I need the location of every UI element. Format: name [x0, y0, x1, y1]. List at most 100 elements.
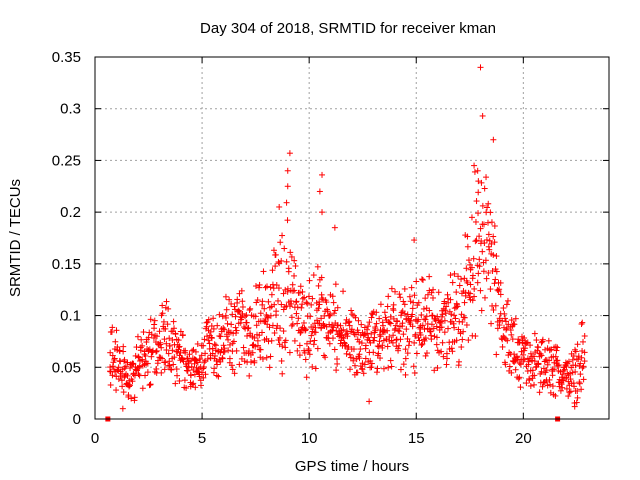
data-point [126, 381, 133, 388]
data-point [289, 281, 296, 288]
data-point [525, 358, 532, 365]
data-point [303, 374, 310, 381]
data-point [111, 356, 118, 363]
data-point [387, 357, 394, 364]
data-point [153, 333, 160, 340]
data-point [291, 337, 298, 344]
data-point [448, 311, 455, 318]
data-point [251, 335, 258, 342]
data-point [463, 265, 470, 272]
data-point [441, 317, 448, 324]
data-point [400, 331, 407, 338]
data-point [299, 295, 306, 302]
data-point [151, 317, 158, 324]
data-point [279, 232, 286, 239]
x-tick-label: 20 [515, 430, 532, 447]
data-point [423, 350, 430, 357]
data-point [428, 289, 435, 296]
data-point [165, 305, 172, 312]
data-point [110, 366, 117, 373]
data-point [402, 371, 409, 378]
data-point [340, 288, 347, 295]
data-point [128, 395, 135, 402]
data-point [268, 291, 275, 298]
data-point [395, 327, 402, 334]
data-point [153, 347, 160, 354]
data-point [449, 348, 456, 355]
data-point [484, 204, 491, 211]
data-point [579, 348, 586, 355]
data-point [421, 326, 428, 333]
data-point [256, 284, 263, 291]
data-point [358, 340, 365, 347]
data-point [308, 301, 315, 308]
data-point [401, 310, 408, 317]
data-point [504, 337, 511, 344]
data-point [411, 369, 418, 376]
y-tick-label: 0.35 [52, 49, 81, 66]
data-point [223, 306, 230, 313]
data-point [147, 316, 154, 323]
data-point [485, 269, 492, 276]
data-point [203, 323, 210, 330]
y-axis-label: SRMTID / TECUs [7, 179, 24, 297]
data-point [570, 380, 577, 387]
data-point [234, 299, 241, 306]
data-point [265, 338, 272, 345]
data-point [422, 335, 429, 342]
data-point [512, 315, 519, 322]
data-point [249, 349, 256, 356]
data-point [490, 233, 497, 240]
data-point [580, 376, 587, 383]
data-point [162, 359, 169, 366]
data-point [538, 339, 545, 346]
data-point [406, 293, 413, 300]
data-point [139, 385, 146, 392]
data-point [348, 326, 355, 333]
data-point [375, 343, 382, 350]
data-point [136, 363, 143, 370]
data-point [471, 168, 478, 175]
data-point [270, 285, 277, 292]
data-point [351, 362, 358, 369]
data-point [426, 273, 433, 280]
data-point [385, 293, 392, 300]
data-point [478, 179, 485, 186]
data-point [435, 289, 442, 296]
data-point [267, 353, 274, 360]
data-point [577, 371, 584, 378]
data-point [119, 383, 126, 390]
data-point [291, 272, 298, 279]
data-point [469, 297, 476, 304]
data-point [273, 308, 280, 315]
data-point [424, 291, 431, 298]
data-point [302, 326, 309, 333]
data-point [212, 352, 219, 359]
data-point [286, 150, 293, 157]
data-point [157, 341, 164, 348]
data-point [508, 317, 515, 324]
data-point [553, 347, 560, 354]
data-point [384, 303, 391, 310]
data-point [439, 313, 446, 320]
data-point [549, 372, 556, 379]
data-point [287, 249, 294, 256]
data-point [552, 353, 559, 360]
data-point [302, 327, 309, 334]
data-point [305, 347, 312, 354]
data-point [561, 366, 568, 373]
data-point [274, 297, 281, 304]
data-point [228, 362, 235, 369]
data-point [185, 364, 192, 371]
data-point [477, 64, 484, 71]
data-point [405, 342, 412, 349]
data-point [159, 302, 166, 309]
data-point [298, 304, 305, 311]
data-point [516, 374, 523, 381]
data-point [418, 311, 425, 318]
data-point [494, 325, 501, 332]
data-point [428, 332, 435, 339]
data-point [388, 363, 395, 370]
data-point [182, 349, 189, 356]
